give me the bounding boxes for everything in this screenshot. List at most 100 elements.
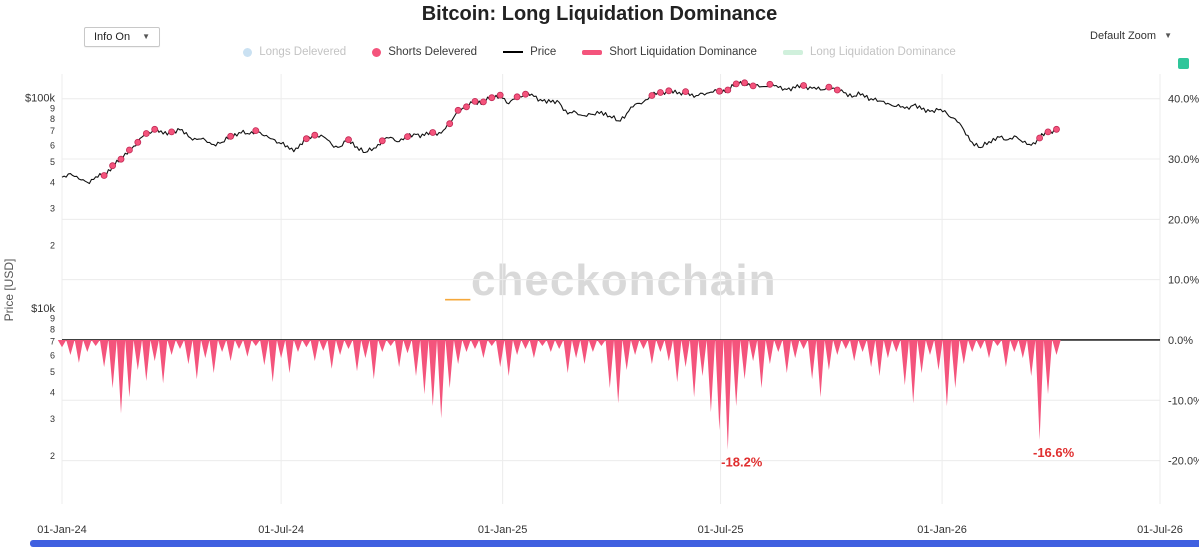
shorts-delevered-markers (100, 79, 1060, 179)
x-axis-labels: 01-Jan-24 01-Jul-24 01-Jan-25 01-Jul-25 01-J… (37, 524, 1183, 536)
legend-swatch-icon (372, 47, 382, 57)
x-axis-tick-label: 01-Jul-26 (1137, 524, 1183, 536)
range-slider[interactable] (30, 540, 1199, 547)
x-axis-tick-label: 01-Jan-26 (917, 524, 967, 536)
legend-label: Short Liquidation Dominance (609, 46, 757, 58)
shorts-delevered-marker (749, 82, 757, 90)
annotation-label: -18.2% (721, 455, 763, 470)
shorts-delevered-marker (142, 130, 150, 137)
shorts-delevered-marker (429, 129, 437, 136)
legend-label: Shorts Delevered (388, 46, 478, 58)
left-axis-tick-label: $10k (31, 303, 55, 315)
left-axis-tick-label: 9 (50, 314, 55, 324)
shorts-delevered-marker (109, 162, 116, 170)
shorts-delevered-marker (724, 86, 732, 94)
short-liquidation-dominance-area (57, 340, 1061, 450)
price-line (61, 80, 1057, 185)
legend-swatch-icon (782, 49, 803, 55)
shorts-delevered-marker (454, 106, 462, 114)
shorts-delevered-marker (513, 93, 521, 101)
gridlines (61, 74, 1161, 504)
shorts-delevered-marker (766, 80, 774, 88)
shorts-delevered-marker (1053, 125, 1060, 133)
shorts-delevered-marker (741, 79, 748, 87)
shorts-delevered-marker (378, 137, 386, 145)
shorts-delevered-marker (825, 83, 833, 91)
info-dropdown[interactable]: Info On ▼ (84, 27, 160, 47)
default-zoom-label: Default Zoom (1090, 30, 1157, 42)
shorts-delevered-marker (471, 98, 479, 105)
shorts-delevered-marker (682, 88, 689, 96)
shorts-delevered-marker (496, 91, 504, 99)
watermark-underscore: _ (445, 256, 472, 305)
shorts-delevered-marker (117, 155, 125, 163)
legend-label: Longs Delevered (259, 46, 347, 58)
shorts-delevered-marker (227, 132, 235, 140)
shorts-delevered-marker (100, 172, 108, 179)
watermark-text: checkonchain (471, 256, 777, 305)
left-axis-tick-label: 6 (50, 351, 55, 361)
shorts-delevered-marker (657, 89, 664, 96)
legend-item-longs-delevered[interactable]: Longs Delevered (243, 46, 346, 58)
legend-label: Long Liquidation Dominance (809, 46, 956, 58)
legend-swatch-icon (582, 49, 603, 55)
left-axis-tick-label: $100k (25, 93, 55, 105)
right-axis-tick-label: 10.0% (1168, 275, 1199, 287)
shorts-delevered-marker (488, 94, 496, 102)
right-axis-tick-label: -20.0% (1168, 456, 1199, 468)
right-axis-tick-label: -10.0% (1168, 395, 1199, 407)
left-axis-tick-label: 5 (50, 157, 55, 167)
shorts-delevered-marker (522, 90, 529, 98)
chart-canvas[interactable]: $100k98765432$10k9876543240.0%30.0%20.0%… (0, 64, 1199, 542)
shorts-delevered-marker (648, 92, 656, 99)
legend-item-short-liquidation-dominance[interactable]: Short Liquidation Dominance (582, 46, 757, 58)
info-dropdown-label: Info On (94, 31, 131, 43)
shorts-delevered-marker (716, 87, 723, 95)
right-axis-tick-label: 20.0% (1168, 214, 1199, 226)
right-axis-labels: 40.0% 30.0% 20.0% 10.0% 0.0% -10.0% -20.0% (1168, 94, 1199, 468)
left-axis-tick-label: 3 (50, 414, 55, 424)
annotation-label: -16.6% (1033, 445, 1075, 460)
shorts-delevered-marker (463, 103, 470, 111)
left-axis-tick-label: 2 (50, 241, 55, 251)
left-axis-tick-label: 8 (50, 114, 55, 124)
right-axis-tick-label: 30.0% (1168, 154, 1199, 166)
shorts-delevered-marker (252, 127, 260, 134)
legend-item-shorts-delevered[interactable]: Shorts Delevered (372, 46, 477, 58)
left-axis-tick-label: 2 (50, 451, 55, 461)
shorts-delevered-marker (800, 82, 807, 89)
shorts-delevered-marker (311, 131, 319, 139)
shorts-delevered-marker (446, 120, 454, 128)
left-axis-tick-label: 9 (50, 103, 55, 113)
right-axis-tick-label: 40.0% (1168, 94, 1199, 106)
watermark: _checkonchain (62, 256, 1160, 306)
x-axis-tick-label: 01-Jan-24 (37, 524, 87, 536)
legend-item-price[interactable]: Price (503, 46, 556, 58)
chart-title: Bitcoin: Long Liquidation Dominance (421, 3, 778, 25)
x-axis-tick-label: 01-Jul-24 (258, 524, 304, 536)
shorts-delevered-marker (479, 98, 487, 106)
legend-item-long-liquidation-dominance[interactable]: Long Liquidation Dominance (782, 46, 956, 58)
x-axis-tick-label: 01-Jan-25 (478, 524, 528, 536)
default-zoom-dropdown[interactable]: Default Zoom ▼ (1090, 30, 1172, 42)
left-axis-tick-label: 7 (50, 126, 55, 136)
shorts-delevered-marker (168, 128, 176, 136)
legend-swatch-icon (503, 51, 524, 53)
caret-down-icon: ▼ (142, 32, 150, 41)
shorts-delevered-marker (345, 136, 352, 144)
shorts-delevered-marker (732, 80, 740, 88)
left-axis-tick-label: 6 (50, 140, 55, 150)
shorts-delevered-marker (1036, 134, 1043, 142)
legend: Longs Delevered Shorts Delevered Price Shor… (0, 46, 1199, 58)
shorts-delevered-marker (404, 133, 411, 140)
shorts-delevered-marker (1044, 128, 1052, 136)
left-axis-tick-label: 3 (50, 204, 55, 214)
left-axis-tick-label: 5 (50, 367, 55, 377)
shorts-delevered-marker (125, 146, 133, 154)
caret-down-icon: ▼ (1164, 31, 1172, 40)
legend-label: Price (530, 46, 557, 58)
left-axis-tick-label: 4 (50, 177, 55, 187)
right-axis-tick-label: 0.0% (1168, 335, 1193, 347)
